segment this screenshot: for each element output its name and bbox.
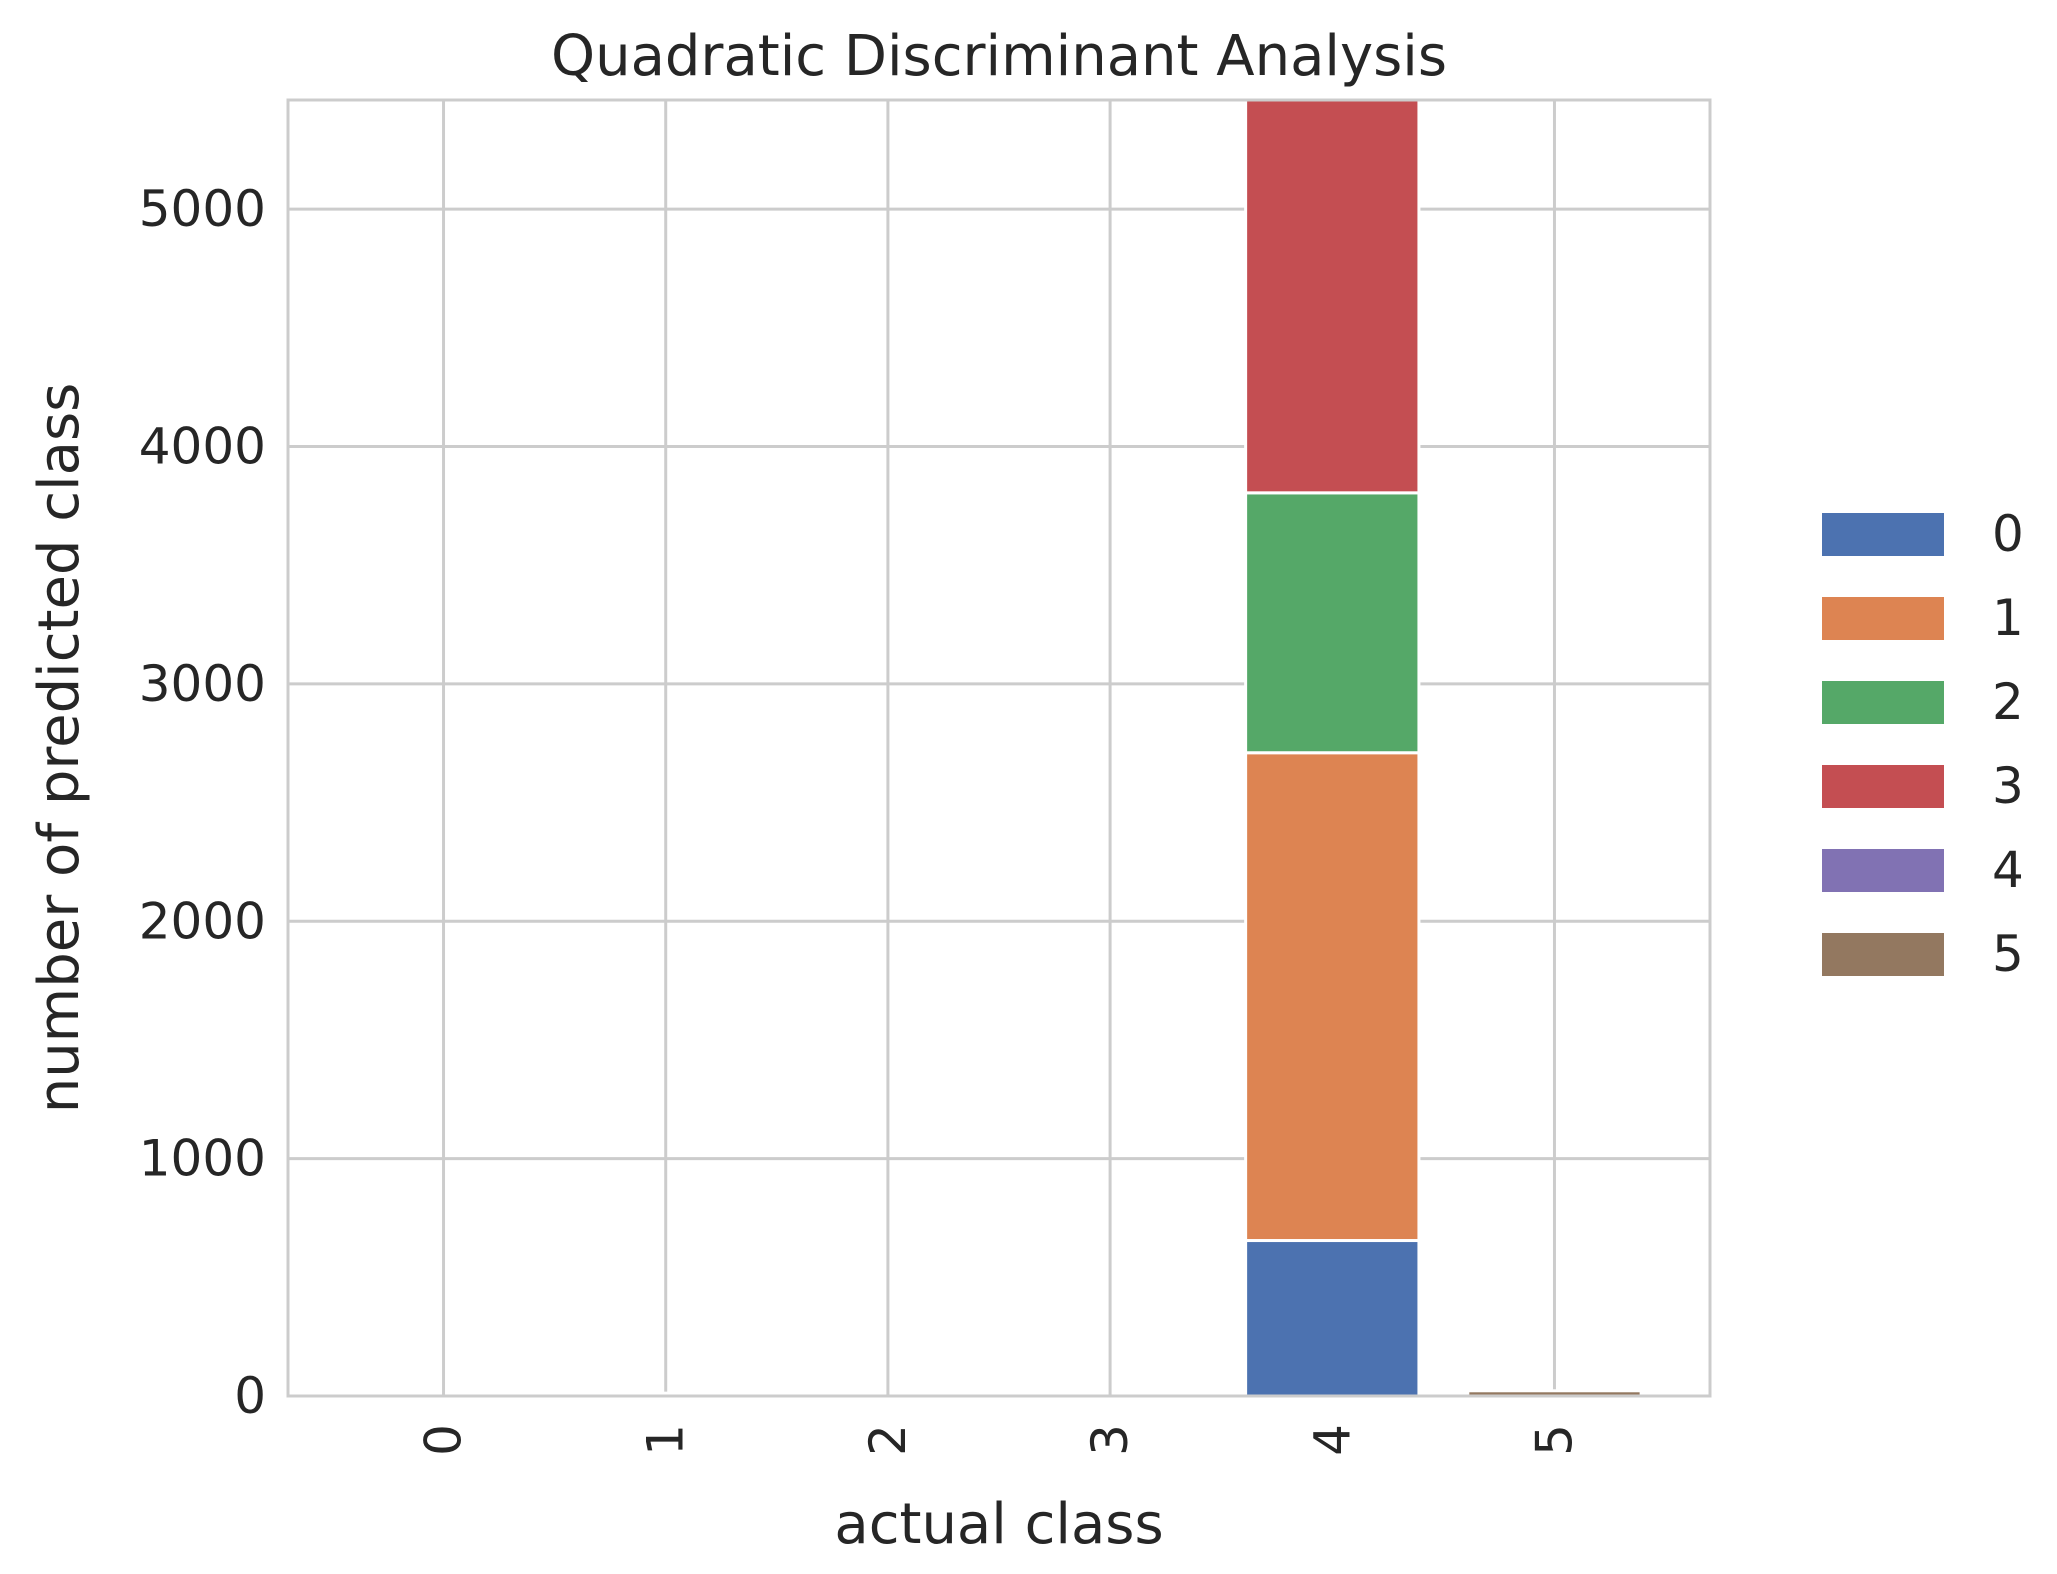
y-tick-label: 1000 bbox=[139, 1130, 266, 1188]
legend-label-2: 2 bbox=[1992, 673, 2024, 731]
x-tick-label: 2 bbox=[859, 1424, 917, 1456]
legend-swatch-4 bbox=[1822, 849, 1944, 892]
x-tick-label: 0 bbox=[415, 1424, 473, 1456]
x-tick-label: 5 bbox=[1525, 1424, 1583, 1456]
plot-frame bbox=[286, 98, 1712, 1398]
y-tick-label: 3000 bbox=[139, 655, 266, 713]
legend-label-0: 0 bbox=[1992, 505, 2024, 563]
legend-label-1: 1 bbox=[1992, 589, 2024, 647]
y-tick-label: 2000 bbox=[139, 892, 266, 950]
x-tick-labels: 0 1 2 3 4 5 bbox=[415, 1424, 1584, 1456]
legend-swatch-0 bbox=[1822, 513, 1944, 556]
x-axis-label: actual class bbox=[834, 1492, 1163, 1557]
y-tick-labels: 0 1000 2000 3000 4000 5000 bbox=[139, 180, 266, 1425]
y-tick-label: 0 bbox=[234, 1367, 266, 1425]
legend-label-3: 3 bbox=[1992, 757, 2024, 815]
y-tick-label: 5000 bbox=[139, 180, 266, 238]
legend-swatch-2 bbox=[1822, 681, 1944, 724]
x-tick-label: 3 bbox=[1081, 1424, 1139, 1456]
x-tick-label: 1 bbox=[637, 1424, 695, 1456]
legend-swatch-3 bbox=[1822, 765, 1944, 808]
legend-label-4: 4 bbox=[1992, 841, 2024, 899]
legend-swatch-5 bbox=[1822, 933, 1944, 976]
bar-segment-class-4-pred-3 bbox=[1244, 98, 1421, 495]
chart-title: Quadratic Discriminant Analysis bbox=[551, 24, 1447, 89]
legend-swatch-1 bbox=[1822, 597, 1944, 640]
plot-area bbox=[288, 100, 1710, 1396]
bar-segment-class-4-pred-2 bbox=[1244, 491, 1421, 755]
x-tick-label: 4 bbox=[1303, 1424, 1361, 1456]
legend: 0 1 2 3 4 5 bbox=[1822, 505, 2024, 983]
bar-segment-class-4-pred-0 bbox=[1244, 1239, 1421, 1398]
y-tick-label: 4000 bbox=[139, 418, 266, 476]
legend-label-5: 5 bbox=[1992, 925, 2024, 983]
bar-segment-class-4-pred-1 bbox=[1244, 751, 1421, 1243]
y-axis-label: number of predicted class bbox=[27, 383, 92, 1114]
